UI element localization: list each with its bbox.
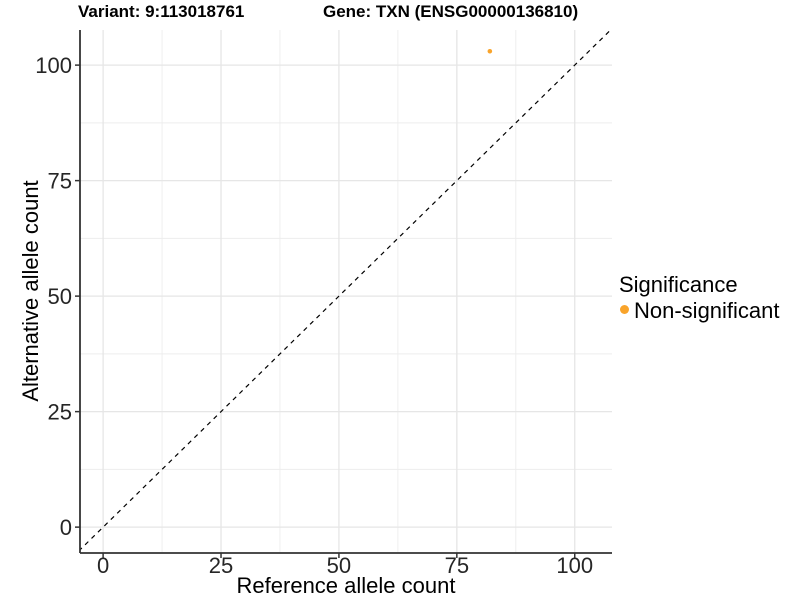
x-tick-label: 0 [97, 553, 109, 578]
legend: Significance Non-significant [619, 272, 780, 323]
x-tick-label: 100 [556, 553, 593, 578]
data-point [487, 48, 493, 54]
x-axis-title: Reference allele count [236, 573, 456, 598]
identity-line [80, 30, 612, 551]
x-tick-label: 75 [445, 553, 469, 578]
variant-title: Variant: 9:113018761 [78, 2, 245, 21]
legend-point-icon [620, 305, 629, 314]
legend-item: Non-significant [619, 298, 780, 323]
y-tick-label: 50 [48, 284, 72, 309]
y-tick-label: 75 [48, 169, 72, 194]
y-tick-label: 100 [35, 53, 72, 78]
x-tick-label: 25 [209, 553, 233, 578]
legend-item-label: Non-significant [634, 298, 780, 323]
gene-title: Gene: TXN (ENSG00000136810) [323, 2, 579, 21]
y-tick-label: 0 [60, 515, 72, 540]
y-tick-label: 25 [48, 400, 72, 425]
y-axis-title: Alternative allele count [18, 180, 43, 402]
legend-title: Significance [619, 272, 738, 297]
x-tick-label: 50 [327, 553, 351, 578]
